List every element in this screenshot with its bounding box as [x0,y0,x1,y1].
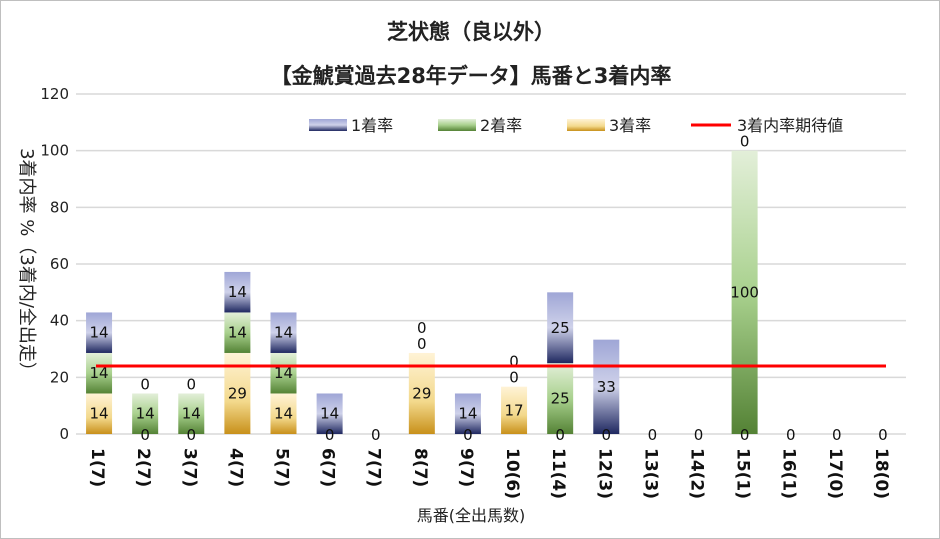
legend-label: 2着率 [480,116,522,135]
data-label: 0 [140,375,150,393]
data-label: 17 [505,401,524,419]
data-label: 14 [274,364,293,382]
data-label: 0 [417,335,427,353]
data-label: 0 [417,319,427,337]
x-tick-label: 7(7) [364,448,384,487]
bar-first [454,393,481,434]
x-tick-label: 13(3) [640,448,660,499]
x-tick-label: 12(3) [594,448,614,499]
data-label: 14 [274,324,293,342]
bar-first [593,339,620,434]
data-label: 0 [832,426,842,444]
data-label: 0 [740,133,750,151]
legend-swatch [438,119,476,131]
data-label: 0 [509,353,519,371]
bar-third [270,393,297,434]
x-tick-label: 16(1) [779,448,799,499]
bar-third [86,393,113,434]
x-tick-label: 5(7) [272,448,292,487]
bar-first [86,312,113,353]
x-tick-label: 1(7) [87,448,107,487]
data-label: 0 [187,375,197,393]
data-label: 0 [786,426,796,444]
data-label: 14 [90,364,109,382]
bar-first [316,393,343,434]
y-tick-label: 100 [40,142,69,160]
bar-second [224,312,251,353]
bar-second [731,150,758,434]
y-tick-label: 60 [50,255,69,273]
x-tick-label: 10(6) [502,448,522,499]
data-label: 0 [694,426,704,444]
y-tick-label: 80 [50,198,69,216]
bar-first [270,312,297,353]
y-tick-label: 20 [50,368,69,386]
bar-second [178,393,205,434]
bar-second [547,363,574,434]
y-tick-label: 40 [50,312,69,330]
x-tick-label: 18(0) [871,448,891,499]
legend-label: 3着内率期待値 [737,116,843,135]
data-label: 14 [228,324,247,342]
data-label: 0 [371,426,381,444]
data-label: 0 [463,426,473,444]
bar-second [86,352,113,394]
bar-second [270,352,297,394]
x-tick-label: 6(7) [318,448,338,487]
data-label: 14 [274,405,293,423]
legend-label: 3着率 [609,116,651,135]
data-label: 25 [551,319,570,337]
y-tick-label: 0 [59,425,69,443]
y-tick-label: 120 [40,85,69,103]
x-tick-label: 2(7) [133,448,153,487]
data-label: 14 [136,405,155,423]
data-label: 0 [740,426,750,444]
data-label: 0 [187,426,197,444]
chart-title: 芝状態（良以外） [387,20,555,44]
data-label: 100 [730,283,759,301]
data-label: 0 [325,426,335,444]
data-label: 33 [597,378,616,396]
data-label: 0 [555,426,565,444]
bar-third [501,386,528,434]
data-label: 25 [551,390,570,408]
data-label: 0 [602,426,612,444]
x-tick-label: 8(7) [410,448,430,487]
data-label: 0 [140,426,150,444]
data-label: 0 [878,426,888,444]
x-tick-label: 14(2) [687,448,707,499]
data-label: 14 [90,324,109,342]
x-tick-label: 15(1) [733,448,753,499]
data-label: 29 [412,384,431,402]
x-tick-label: 3(7) [179,448,199,487]
y-axis-label: 3着内率 %（3着内/全出走） [16,148,37,380]
chart-subtitle: 【金鯱賞過去28年データ】馬番と3着内率 [271,64,672,88]
data-label: 14 [228,283,247,301]
x-tick-label: 17(0) [825,448,845,499]
data-label: 0 [509,369,519,387]
x-tick-label: 4(7) [225,448,245,487]
x-tick-label: 9(7) [456,448,476,487]
data-label: 14 [182,405,201,423]
data-label: 29 [228,384,247,402]
legend-label: 1着率 [351,116,393,135]
data-label: 14 [320,405,339,423]
x-tick-label: 11(4) [548,448,568,499]
bar-first [224,271,251,313]
data-label: 14 [458,405,477,423]
bar-second [132,393,159,434]
legend-swatch [567,119,605,131]
legend-swatch [309,119,347,131]
bar-first [547,292,574,364]
data-label: 14 [90,405,109,423]
x-axis-label: 馬番(全出馬数) [417,506,526,525]
data-label: 0 [648,426,658,444]
